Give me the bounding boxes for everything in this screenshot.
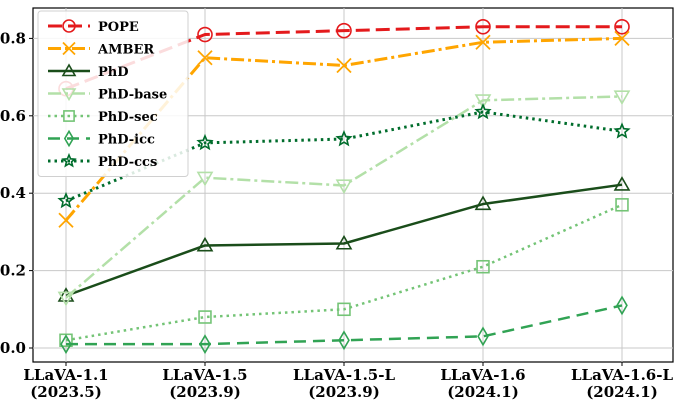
data-point-marker: [199, 334, 211, 355]
data-point-marker: [61, 88, 77, 102]
legend-item-phd-sec: PhD-sec: [48, 110, 158, 125]
legend-label: PhD: [98, 65, 129, 80]
data-point-marker: [57, 191, 75, 209]
y-tick-label: 0.8: [0, 29, 26, 47]
x-tick-label: LLaVA-1.6: [440, 366, 525, 384]
data-point-marker: [614, 30, 630, 47]
legend-label: PhD-ccs: [98, 155, 157, 170]
data-point-marker: [335, 129, 353, 147]
data-point-marker: [62, 19, 76, 33]
x-tick-label: LLaVA-1.5: [162, 366, 247, 384]
legend-label: AMBER: [97, 43, 154, 58]
data-point-marker: [196, 236, 214, 252]
marker-stroke: [336, 57, 352, 74]
x-tick-label: LLaVA-1.1: [23, 366, 108, 384]
legend-item-amber: AMBER: [48, 41, 154, 58]
legend-item-phd-icc: PhD-icc: [48, 129, 155, 148]
series-phd-ccs: [57, 102, 631, 209]
x-tick-label: LLaVA-1.6-L: [571, 366, 673, 384]
legend-item-pope: POPE: [48, 19, 139, 35]
data-point-marker: [613, 90, 631, 106]
data-point-marker: [615, 198, 629, 212]
legend-item-phd: PhD: [48, 63, 129, 80]
data-point-marker: [57, 291, 75, 307]
series-line: [65, 95, 623, 299]
legend-label: PhD-icc: [98, 133, 155, 148]
data-point-marker: [61, 152, 77, 168]
data-point-marker: [335, 234, 353, 250]
y-tick-label: 0.6: [0, 107, 26, 125]
series-amber: [58, 30, 630, 228]
x-tick-sublabel: (2024.1): [586, 383, 658, 401]
x-tick-sublabel: (2024.1): [447, 383, 519, 401]
data-point-marker: [198, 310, 212, 324]
data-point-marker: [336, 57, 352, 74]
marker-stroke: [62, 41, 76, 56]
series-line: [65, 25, 622, 91]
data-point-marker: [58, 212, 74, 228]
x-tick-sublabel: (2023.9): [169, 383, 241, 401]
data-point-marker: [338, 330, 350, 351]
legend-item-phd-base: PhD-base: [48, 88, 167, 103]
data-point-marker: [197, 50, 213, 66]
marker-stroke: [614, 30, 630, 47]
series-line: [65, 183, 623, 297]
data-point-marker: [60, 334, 72, 355]
series-line: [66, 304, 623, 346]
data-point-marker: [613, 122, 631, 139]
series-line: [65, 203, 623, 342]
data-point-marker: [61, 63, 77, 77]
data-point-marker: [196, 171, 214, 187]
legend-box: [37, 10, 189, 177]
data-point-marker: [616, 295, 628, 316]
data-point-marker: [614, 18, 630, 35]
series-phd-icc: [60, 295, 628, 355]
marker-stroke: [197, 50, 213, 66]
y-tick-label: 0.4: [0, 184, 26, 202]
data-point-marker: [476, 259, 490, 274]
y-tick-label: 0.0: [0, 339, 26, 357]
legend-label: POPE: [98, 20, 139, 35]
legend: POPE AMBER PhD PhD-base PhD-sec PhD-icc PhD-cc…: [37, 10, 189, 177]
x-tick-sublabel: (2023.9): [308, 383, 380, 401]
data-point-marker: [337, 302, 351, 317]
x-tick-sublabel: (2023.5): [30, 383, 102, 401]
series-phd-base: [57, 90, 631, 307]
x-tick-label: LLaVA-1.5-L: [293, 366, 395, 384]
y-tick-label: 0.2: [0, 262, 26, 280]
y-axis-ticks: 0.0 0.2 0.4 0.6 0.8: [0, 29, 33, 357]
data-point-marker: [474, 102, 492, 120]
data-point-marker: [477, 326, 489, 347]
data-point-marker: [63, 110, 75, 122]
data-point-marker: [475, 34, 491, 50]
data-point-marker: [63, 129, 75, 148]
legend-label: PhD-sec: [98, 110, 158, 125]
data-point-marker: [474, 195, 492, 211]
x-axis-ticks: LLaVA-1.1(2023.5)LLaVA-1.5(2023.9)LLaVA-…: [23, 362, 673, 401]
legend-item-phd-ccs: PhD-ccs: [48, 152, 157, 170]
data-point-marker: [475, 18, 491, 35]
data-point-marker: [613, 176, 631, 191]
data-point-marker: [336, 22, 352, 39]
legend-label: PhD-base: [98, 88, 167, 103]
data-point-marker: [335, 179, 353, 195]
data-point-marker: [197, 26, 213, 43]
data-point-marker: [62, 41, 76, 56]
plot-frame: [32, 7, 674, 363]
marker-stroke: [58, 212, 74, 228]
series-phd-sec: [59, 198, 629, 348]
data-point-marker: [196, 133, 214, 151]
data-point-marker: [474, 94, 492, 109]
marker-stroke: [475, 34, 491, 50]
